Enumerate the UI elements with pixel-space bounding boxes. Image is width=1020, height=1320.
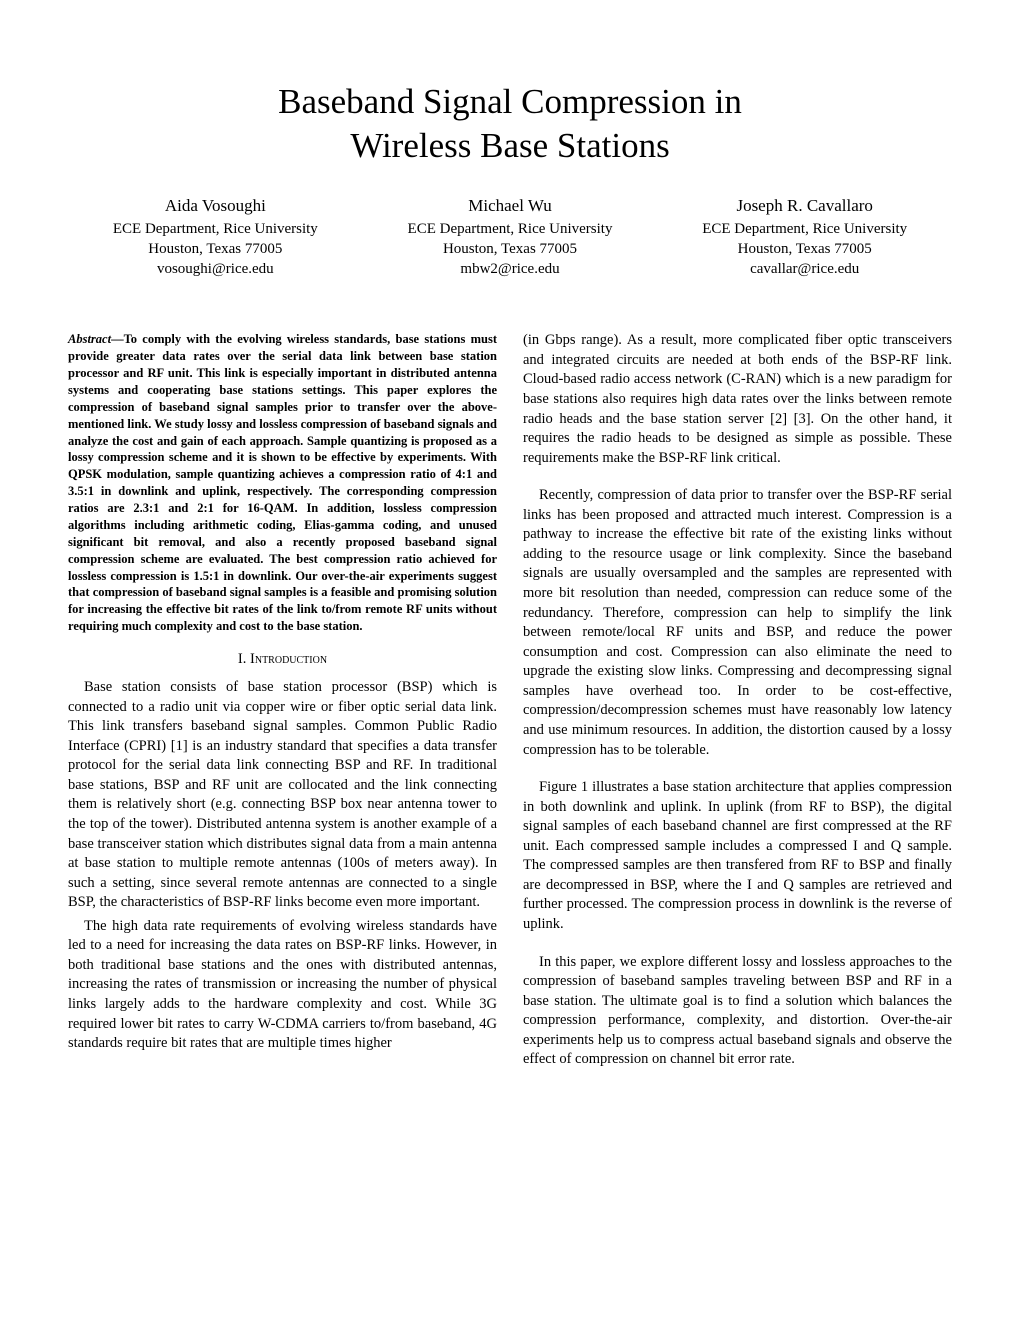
- paragraph: (in Gbps range). As a result, more compl…: [523, 331, 952, 468]
- author-email: cavallar@rice.edu: [657, 259, 952, 279]
- paragraph: The high data rate requirements of evolv…: [68, 917, 497, 1054]
- author-affiliation: ECE Department, Rice University: [363, 219, 658, 239]
- left-column: Abstract—To comply with the evolving wir…: [68, 331, 497, 1088]
- author-email: vosoughi@rice.edu: [68, 259, 363, 279]
- title-line-1: Baseband Signal Compression in: [278, 82, 742, 121]
- paragraph: Base station consists of base station pr…: [68, 678, 497, 913]
- authors-block: Aida Vosoughi ECE Department, Rice Unive…: [68, 196, 952, 280]
- two-column-content: Abstract—To comply with the evolving wir…: [68, 331, 952, 1088]
- paragraph: Figure 1 illustrates a base station arch…: [523, 778, 952, 935]
- paper-title: Baseband Signal Compression in Wireless …: [68, 80, 952, 168]
- author-affiliation: ECE Department, Rice University: [68, 219, 363, 239]
- abstract-label: Abstract: [68, 332, 111, 346]
- paragraph: Recently, compression of data prior to t…: [523, 486, 952, 760]
- author-name: Michael Wu: [363, 196, 658, 216]
- author-location: Houston, Texas 77005: [363, 239, 658, 259]
- author-name: Joseph R. Cavallaro: [657, 196, 952, 216]
- author-1: Aida Vosoughi ECE Department, Rice Unive…: [68, 196, 363, 280]
- right-column: (in Gbps range). As a result, more compl…: [523, 331, 952, 1088]
- author-location: Houston, Texas 77005: [657, 239, 952, 259]
- abstract-block: Abstract—To comply with the evolving wir…: [68, 331, 497, 635]
- author-affiliation: ECE Department, Rice University: [657, 219, 952, 239]
- section-heading-intro: I. Introduction: [68, 651, 497, 668]
- title-line-2: Wireless Base Stations: [350, 126, 669, 165]
- author-2: Michael Wu ECE Department, Rice Universi…: [363, 196, 658, 280]
- author-3: Joseph R. Cavallaro ECE Department, Rice…: [657, 196, 952, 280]
- paragraph: In this paper, we explore different loss…: [523, 953, 952, 1070]
- author-location: Houston, Texas 77005: [68, 239, 363, 259]
- section-number: I.: [238, 651, 246, 667]
- abstract-text: —To comply with the evolving wireless st…: [68, 332, 497, 633]
- section-title: Introduction: [250, 651, 327, 667]
- author-email: mbw2@rice.edu: [363, 259, 658, 279]
- author-name: Aida Vosoughi: [68, 196, 363, 216]
